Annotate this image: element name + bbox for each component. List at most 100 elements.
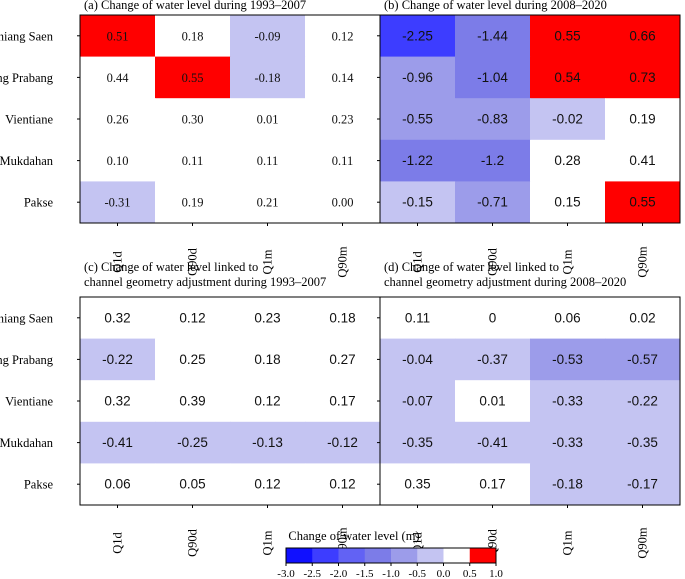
row-label: Vientiane xyxy=(5,395,53,409)
cell-value-label: -1.2 xyxy=(481,153,504,168)
heatmap-cell xyxy=(80,297,156,340)
colorbar-swatch xyxy=(391,548,418,563)
column-label: Q90m xyxy=(636,246,650,278)
heatmap-cell xyxy=(380,297,456,340)
heatmap-cell xyxy=(155,463,231,506)
heatmap-cell xyxy=(605,181,681,224)
cell-value-label: 0.35 xyxy=(404,477,430,492)
cell-value-label: -0.55 xyxy=(402,112,433,127)
cell-value-label: 0.06 xyxy=(104,477,130,492)
heatmap-cell xyxy=(530,15,606,58)
heatmap-cell xyxy=(305,421,381,464)
colorbar-swatch xyxy=(364,548,392,563)
heatmap-cell xyxy=(380,380,456,423)
heatmap-cell xyxy=(605,139,681,182)
heatmap-cell xyxy=(155,338,231,381)
heatmap-cell xyxy=(530,380,606,423)
heatmap-cell xyxy=(605,338,681,381)
heatmap-cell xyxy=(80,56,156,99)
cell-value-label: 0.32 xyxy=(104,394,130,409)
heatmap-cell xyxy=(230,297,306,340)
heatmap-cell xyxy=(380,181,456,224)
cell-value-label: -0.33 xyxy=(552,435,583,450)
cell-value-label: 0.55 xyxy=(182,71,204,85)
heatmap-cell xyxy=(230,463,306,506)
heatmap-cell xyxy=(380,56,456,99)
colorbar-tick-label: -2.0 xyxy=(330,568,348,579)
heatmap-cell xyxy=(155,15,231,58)
heatmap-cell xyxy=(155,181,231,224)
row-label: Mukdahan xyxy=(0,436,54,450)
column-label: Q90d xyxy=(186,247,200,276)
column-label: Q1m xyxy=(561,249,575,274)
heatmap-cell xyxy=(80,98,156,141)
cell-value-label: -0.96 xyxy=(402,70,433,85)
heatmap-cell xyxy=(380,463,456,506)
panel-title: (b) Change of water level during 2008–20… xyxy=(384,0,607,12)
cell-value-label: 0.18 xyxy=(329,310,355,325)
heatmap-cell xyxy=(605,15,681,58)
heatmap-cell xyxy=(80,380,156,423)
cell-value-label: 0.66 xyxy=(629,28,655,43)
cell-value-label: -0.02 xyxy=(552,112,583,127)
cell-value-label: 0.17 xyxy=(329,394,355,409)
heatmap-cell xyxy=(530,421,606,464)
heatmap-cell xyxy=(155,98,231,141)
row-label: Chiang Saen xyxy=(0,311,54,325)
heatmap-cell xyxy=(380,98,456,141)
cell-value-label: -0.53 xyxy=(552,352,583,367)
cell-value-label: -0.12 xyxy=(327,435,358,450)
cell-value-label: -1.44 xyxy=(477,28,508,43)
colorbar-swatch xyxy=(338,548,366,563)
heatmap-cell xyxy=(455,421,531,464)
cell-value-label: 0.23 xyxy=(254,310,280,325)
cell-value-label: 0.54 xyxy=(554,70,581,85)
heatmap-cell xyxy=(305,380,381,423)
cell-value-label: -0.15 xyxy=(402,195,433,210)
heatmap-cell xyxy=(305,15,381,58)
heatmap-cell xyxy=(605,421,681,464)
heatmap-cell xyxy=(230,15,306,58)
cell-value-label: 0.12 xyxy=(254,477,280,492)
cell-value-label: -0.41 xyxy=(477,435,508,450)
panel-title: channel geometry adjustment during 2008–… xyxy=(384,275,626,289)
heatmap-cell xyxy=(530,338,606,381)
column-label: Q90m xyxy=(336,246,350,278)
cell-value-label: -0.07 xyxy=(402,394,433,409)
cell-value-label: 0.18 xyxy=(182,29,204,43)
cell-value-label: 0.06 xyxy=(554,310,580,325)
heatmap-cell xyxy=(605,463,681,506)
row-label: Pakse xyxy=(24,196,54,210)
cell-value-label: -0.09 xyxy=(254,29,280,43)
heatmap-cell xyxy=(305,463,381,506)
heatmap-cell xyxy=(305,338,381,381)
cell-value-label: 0.55 xyxy=(554,28,580,43)
row-label: Chiang Saen xyxy=(0,29,54,43)
cell-value-label: 0.55 xyxy=(629,195,655,210)
heatmap-cell xyxy=(455,139,531,182)
heatmap-cell xyxy=(305,56,381,99)
cell-value-label: 0.11 xyxy=(332,154,353,168)
row-label: Pakse xyxy=(24,478,54,492)
colorbar-swatch xyxy=(312,548,339,563)
cell-value-label: 0.23 xyxy=(332,113,354,127)
cell-value-label: 0.11 xyxy=(257,154,278,168)
column-label: Q1m xyxy=(561,530,575,555)
cell-value-label: 0.12 xyxy=(179,310,205,325)
column-label: Q1d xyxy=(411,250,425,272)
cell-value-label: 0.12 xyxy=(329,477,355,492)
cell-value-label: -0.04 xyxy=(402,352,433,367)
heatmap-cell xyxy=(380,15,456,58)
heatmap-cell xyxy=(455,463,531,506)
cell-value-label: -0.18 xyxy=(552,477,583,492)
cell-value-label: 0.01 xyxy=(479,394,505,409)
cell-value-label: -1.22 xyxy=(402,153,433,168)
heatmap-cell xyxy=(230,98,306,141)
cell-value-label: 0.05 xyxy=(179,477,205,492)
cell-value-label: 0.19 xyxy=(182,196,204,210)
cell-value-label: 0.26 xyxy=(107,113,129,127)
colorbar-tick-label: -3.0 xyxy=(277,568,295,579)
heatmap-cell xyxy=(605,98,681,141)
colorbar-tick-label: -1.0 xyxy=(382,568,400,579)
